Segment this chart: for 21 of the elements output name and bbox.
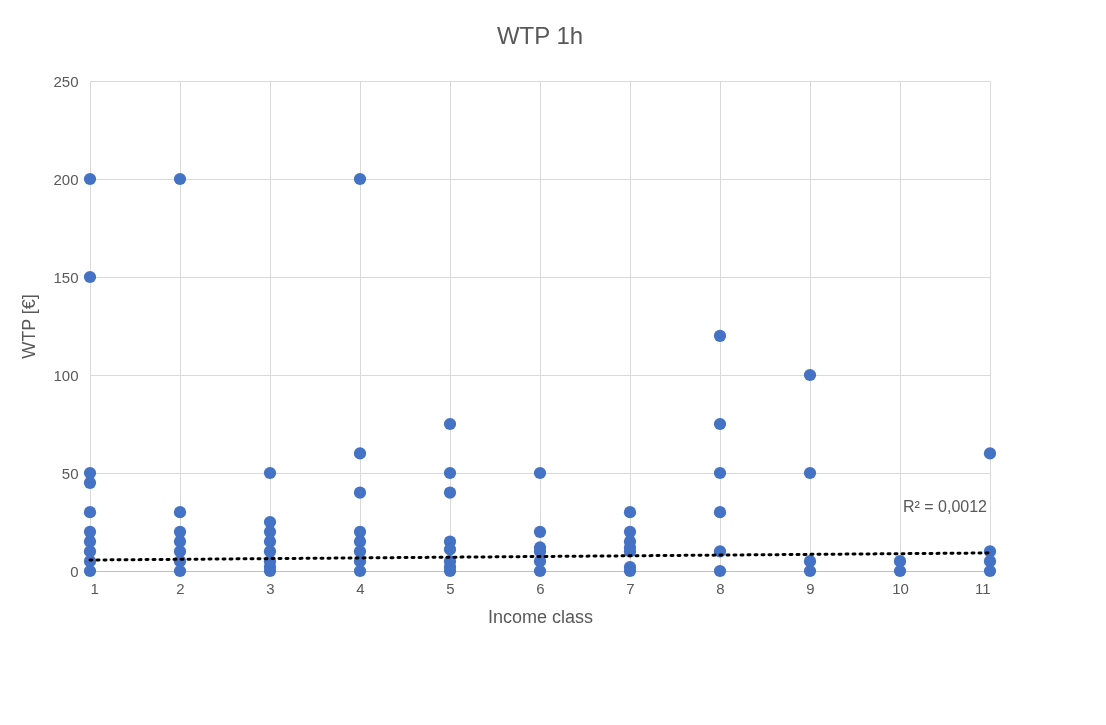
y-axis-title: WTP [€] <box>19 294 40 359</box>
x-tick-label: 9 <box>806 579 815 597</box>
x-tick-label: 3 <box>266 579 275 597</box>
y-tick-label: 50 <box>61 464 79 482</box>
x-tick-label: 7 <box>626 579 635 597</box>
x-tick-label: 8 <box>716 579 725 597</box>
y-tick-label: 0 <box>70 562 79 580</box>
annotation: R² = 0,0012 <box>902 498 988 515</box>
y-tick-label: 150 <box>53 268 79 286</box>
x-tick-label: 1 <box>90 579 99 597</box>
x-tick-label: 2 <box>176 579 185 597</box>
y-tick-label: 200 <box>53 170 79 188</box>
x-axis-title: Income class <box>487 606 594 627</box>
chart-title: WTP 1h <box>496 22 584 49</box>
x-tick-label: 10 <box>892 579 909 597</box>
y-tick-label: 250 <box>53 72 79 90</box>
x-tick-label: 6 <box>536 579 545 597</box>
x-tick-label: 4 <box>356 579 365 597</box>
x-tick-label: 11 <box>974 579 991 597</box>
x-tick-label: 5 <box>446 579 455 597</box>
y-tick-label: 100 <box>53 366 79 384</box>
